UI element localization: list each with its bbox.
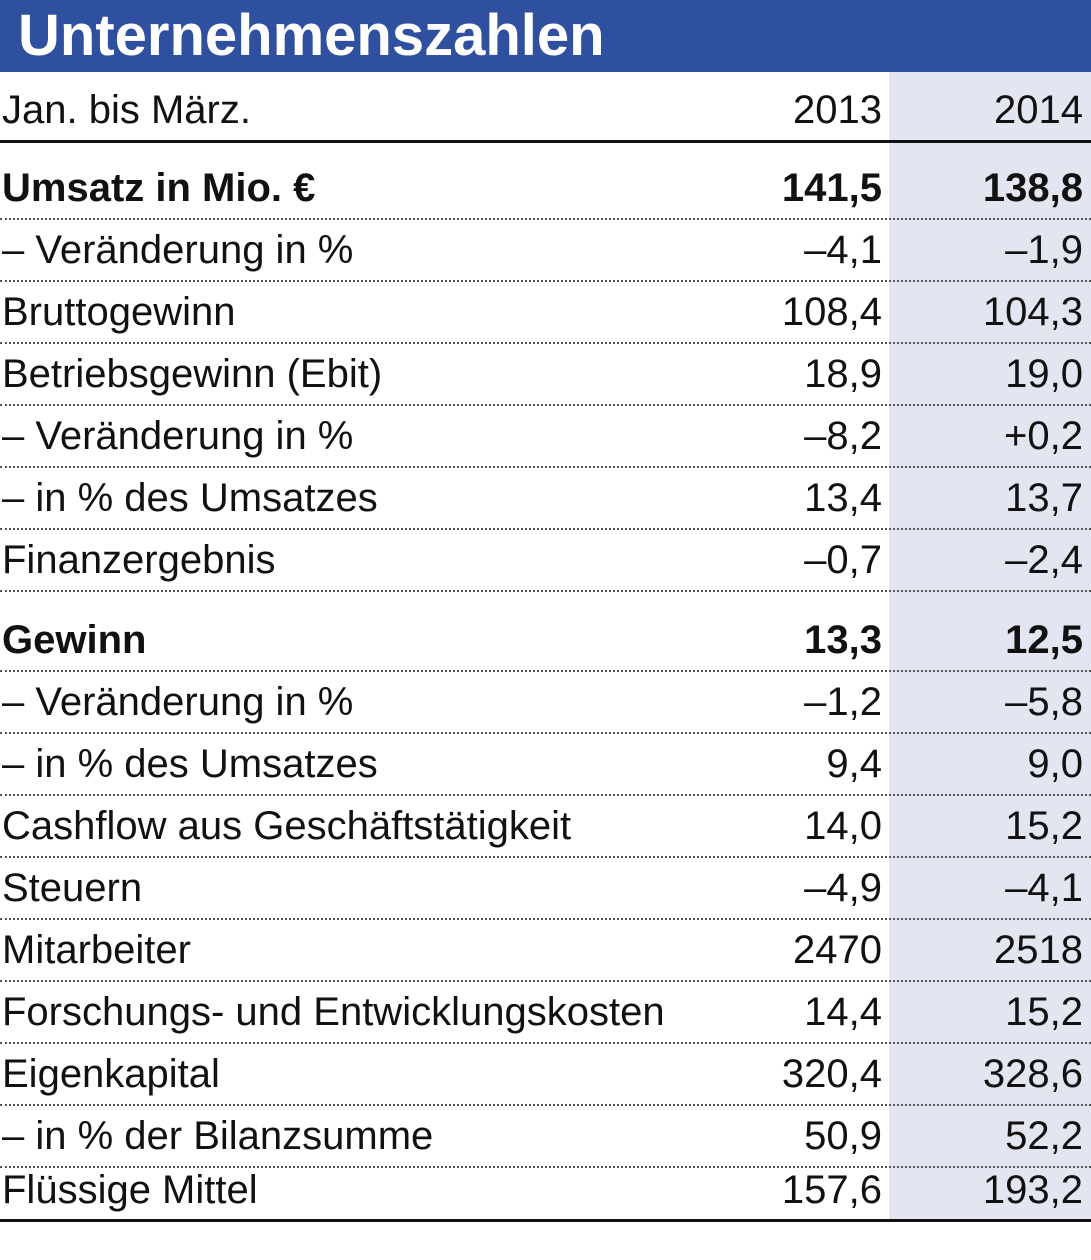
- row-label: Mitarbeiter: [2, 928, 191, 972]
- row-divider: [0, 918, 1091, 920]
- table-row: Flüssige Mittel 157,6 193,2: [0, 1160, 1091, 1222]
- table-row: Bruttogewinn 108,4 104,3: [0, 282, 1091, 344]
- row-value-2013: 108,4: [781, 290, 882, 334]
- header-year-2013: 2013: [793, 88, 882, 132]
- row-value-2014: –5,8: [1005, 680, 1083, 724]
- row-value-2013: 320,4: [781, 1052, 882, 1096]
- row-label: – in % des Umsatzes: [2, 742, 378, 786]
- row-divider: [0, 1104, 1091, 1106]
- table-bottom-rule: [0, 1219, 1091, 1222]
- row-value-2014: 52,2: [1005, 1114, 1083, 1158]
- row-value-2014: 13,7: [1005, 476, 1083, 520]
- row-label: – Veränderung in %: [2, 680, 354, 724]
- row-label: Forschungs- und Entwicklungskosten: [2, 990, 665, 1034]
- page-title: Unternehmenszahlen: [18, 3, 605, 68]
- table-row: – in % des Umsatzes 9,4 9,0: [0, 734, 1091, 796]
- row-divider: [0, 466, 1091, 468]
- row-divider: [0, 404, 1091, 406]
- row-divider: [0, 1042, 1091, 1044]
- row-divider: [0, 218, 1091, 220]
- row-value-2014: –1,9: [1005, 228, 1083, 272]
- row-divider: [0, 794, 1091, 796]
- row-value-2013: 157,6: [781, 1168, 882, 1212]
- row-value-2014: –4,1: [1005, 866, 1083, 910]
- row-label: Eigenkapital: [2, 1052, 220, 1096]
- row-value-2014: 9,0: [1027, 742, 1083, 786]
- row-value-2014: 104,3: [982, 290, 1083, 334]
- row-divider: [0, 590, 1091, 592]
- table-row: – in % des Umsatzes 13,4 13,7: [0, 468, 1091, 530]
- header-divider: [0, 140, 1091, 143]
- row-label: Umsatz in Mio. €: [2, 166, 316, 210]
- row-divider: [0, 342, 1091, 344]
- row-value-2014: 193,2: [982, 1168, 1083, 1212]
- table-row: Mitarbeiter 2470 2518: [0, 920, 1091, 982]
- table-row: – Veränderung in % –8,2 +0,2: [0, 406, 1091, 468]
- row-value-2014: 15,2: [1005, 990, 1083, 1034]
- table-header: Jan. bis März. 2013 2014: [0, 86, 1091, 140]
- row-value-2013: –0,7: [804, 538, 882, 582]
- row-divider: [0, 1166, 1091, 1168]
- row-value-2013: 18,9: [804, 352, 882, 396]
- row-value-2013: –4,1: [804, 228, 882, 272]
- row-value-2013: –8,2: [804, 414, 882, 458]
- row-value-2013: 13,4: [804, 476, 882, 520]
- row-label: Cashflow aus Geschäftstätigkeit: [2, 804, 572, 848]
- row-label: – in % der Bilanzsumme: [2, 1114, 434, 1158]
- row-divider: [0, 528, 1091, 530]
- row-label: Steuern: [2, 866, 143, 910]
- header-period-label: Jan. bis März.: [2, 88, 251, 132]
- row-value-2014: 328,6: [982, 1052, 1083, 1096]
- row-value-2013: –1,2: [804, 680, 882, 724]
- row-label: Bruttogewinn: [2, 290, 236, 334]
- row-divider: [0, 732, 1091, 734]
- table-row: Forschungs- und Entwicklungskosten 14,4 15…: [0, 982, 1091, 1044]
- row-divider: [0, 980, 1091, 982]
- row-value-2013: –4,9: [804, 866, 882, 910]
- title-bar: Unternehmenszahlen: [0, 0, 1091, 72]
- column-2014-shading: [889, 72, 1091, 1222]
- table-row: Cashflow aus Geschäftstätigkeit 14,0 15,2: [0, 796, 1091, 858]
- row-value-2014: 15,2: [1005, 804, 1083, 848]
- row-label: Gewinn: [2, 618, 147, 662]
- row-label: Finanzergebnis: [2, 538, 276, 582]
- table-row: Umsatz in Mio. € 141,5 138,8: [0, 158, 1091, 220]
- table-row: Gewinn 13,3 12,5: [0, 610, 1091, 672]
- row-label: Betriebsgewinn (Ebit): [2, 352, 383, 396]
- row-value-2014: +0,2: [1004, 414, 1083, 458]
- row-divider: [0, 856, 1091, 858]
- row-label: – Veränderung in %: [2, 414, 354, 458]
- row-label: – Veränderung in %: [2, 228, 354, 272]
- row-value-2013: 13,3: [804, 618, 882, 662]
- row-value-2013: 14,4: [804, 990, 882, 1034]
- row-value-2014: 12,5: [1005, 618, 1083, 662]
- row-value-2014: 138,8: [982, 166, 1083, 210]
- row-value-2013: 14,0: [804, 804, 882, 848]
- row-divider: [0, 280, 1091, 282]
- table-row: – Veränderung in % –1,2 –5,8: [0, 672, 1091, 734]
- row-label: – in % des Umsatzes: [2, 476, 378, 520]
- row-value-2013: 2470: [793, 928, 882, 972]
- row-value-2013: 9,4: [826, 742, 882, 786]
- table-row: Steuern –4,9 –4,1: [0, 858, 1091, 920]
- table-row: – Veränderung in % –4,1 –1,9: [0, 220, 1091, 282]
- row-divider: [0, 670, 1091, 672]
- table-row: Betriebsgewinn (Ebit) 18,9 19,0: [0, 344, 1091, 406]
- row-value-2014: –2,4: [1005, 538, 1083, 582]
- table-row: Eigenkapital 320,4 328,6: [0, 1044, 1091, 1106]
- row-value-2014: 2518: [994, 928, 1083, 972]
- table-row: – in % der Bilanzsumme 50,9 52,2: [0, 1106, 1091, 1168]
- row-label: Flüssige Mittel: [2, 1168, 258, 1212]
- header-year-2014: 2014: [994, 88, 1083, 132]
- row-value-2013: 141,5: [781, 166, 882, 210]
- table-row: Finanzergebnis –0,7 –2,4: [0, 530, 1091, 592]
- row-value-2014: 19,0: [1005, 352, 1083, 396]
- row-value-2013: 50,9: [804, 1114, 882, 1158]
